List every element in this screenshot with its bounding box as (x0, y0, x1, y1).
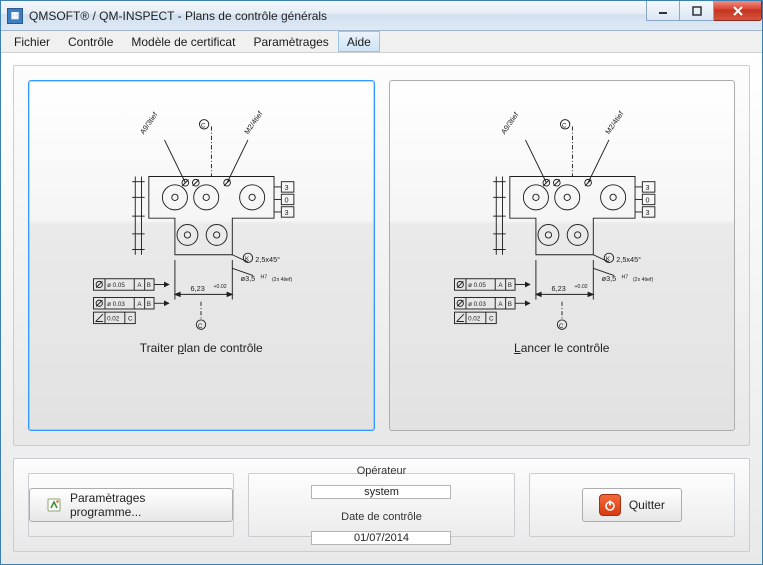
power-icon (599, 494, 621, 516)
minimize-button[interactable] (646, 1, 680, 21)
edit-plan-label: Traiter plan de contrôle (140, 341, 263, 355)
menu-modele-certificat[interactable]: Modèle de certificat (122, 31, 244, 52)
program-settings-label: Paramètrages programme... (70, 491, 216, 519)
client-area: Traiter plan de contrôle Lancer le contr… (1, 53, 762, 564)
operator-value: system (311, 485, 451, 499)
run-control-button[interactable]: Lancer le contrôle (389, 80, 736, 431)
technical-drawing-icon (398, 93, 727, 333)
menu-parametrages[interactable]: Paramètrages (244, 31, 337, 52)
menu-controle[interactable]: Contrôle (59, 31, 122, 52)
date-value: 01/07/2014 (311, 531, 451, 545)
app-window: ▦ QMSOFT® / QM-INSPECT - Plans de contrô… (0, 0, 763, 565)
menu-aide[interactable]: Aide (338, 31, 380, 52)
titlebar[interactable]: ▦ QMSOFT® / QM-INSPECT - Plans de contrô… (1, 1, 762, 31)
edit-plan-button[interactable]: Traiter plan de contrôle (28, 80, 375, 431)
app-icon: ▦ (7, 8, 23, 24)
quit-panel: Quitter (529, 473, 735, 537)
menu-fichier[interactable]: Fichier (5, 31, 59, 52)
main-actions-frame: Traiter plan de contrôle Lancer le contr… (13, 65, 750, 446)
info-panel: Opérateur system Date de contrôle 01/07/… (248, 473, 514, 537)
operator-label: Opérateur (357, 465, 407, 477)
quit-button[interactable]: Quitter (582, 488, 682, 522)
technical-drawing-icon (37, 93, 366, 333)
window-controls (646, 1, 762, 21)
maximize-button[interactable] (680, 1, 714, 21)
quit-label: Quitter (629, 498, 665, 512)
date-label: Date de contrôle (341, 511, 422, 523)
menubar: Fichier Contrôle Modèle de certificat Pa… (1, 31, 762, 53)
program-settings-button[interactable]: Paramètrages programme... (29, 488, 233, 522)
close-button[interactable] (714, 1, 762, 21)
settings-icon (46, 497, 62, 513)
bottom-frame: Paramètrages programme... Opérateur syst… (13, 458, 750, 552)
settings-panel: Paramètrages programme... (28, 473, 234, 537)
window-title: QMSOFT® / QM-INSPECT - Plans de contrôle… (29, 9, 327, 23)
run-control-label: Lancer le contrôle (514, 341, 609, 355)
